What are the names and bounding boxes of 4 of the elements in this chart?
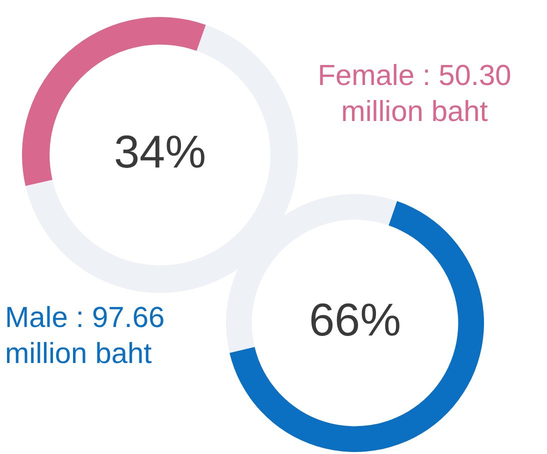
text: Female : 50.30 million baht: [316, 59, 512, 130]
text: Male : 97.66 million baht: [5, 301, 166, 372]
text: 34%: [114, 126, 206, 178]
text: 66%: [308, 294, 402, 346]
